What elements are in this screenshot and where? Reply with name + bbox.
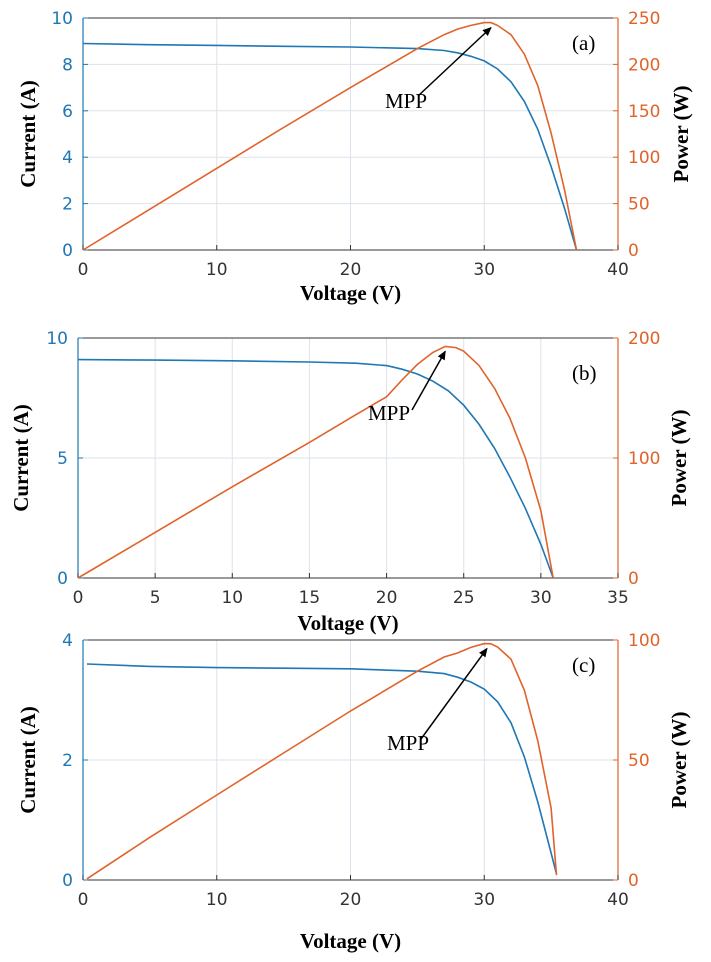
mpp-label: MPP	[385, 89, 427, 113]
y2-tick-label: 100	[628, 148, 660, 168]
x-axis-label: Voltage (V)	[300, 281, 401, 305]
y2-tick-label: 100	[628, 449, 660, 469]
y2-tick-label: 0	[628, 569, 639, 589]
mpp-arrow	[420, 647, 488, 740]
y-tick-label: 6	[62, 102, 73, 122]
current-curve	[77, 358, 554, 579]
panel-label: (b)	[572, 361, 597, 385]
y-tick-label: 0	[57, 569, 68, 589]
x-tick-label: 20	[340, 260, 362, 280]
mpp-arrow	[411, 350, 446, 411]
y2-axis-label: Power (W)	[669, 86, 693, 183]
y2-tick-label: 150	[628, 102, 660, 122]
x-tick-label: 20	[340, 890, 362, 910]
y-tick-label: 4	[62, 148, 73, 168]
y-tick-label: 10	[51, 9, 73, 29]
mpp-label: MPP	[387, 731, 429, 755]
y2-tick-label: 200	[628, 329, 660, 349]
mpp-arrow	[417, 26, 492, 97]
y2-tick-label: 250	[628, 9, 660, 29]
y2-tick-label: 200	[628, 55, 660, 75]
x-tick-label: 5	[150, 588, 161, 608]
y-axis-label: Current (A)	[9, 404, 33, 512]
panel-label: (c)	[572, 653, 595, 677]
mpp-label: MPP	[368, 401, 410, 425]
power-curve	[86, 642, 558, 880]
y-tick-label: 5	[57, 449, 68, 469]
y-axis-label: Current (A)	[16, 80, 40, 188]
y2-axis-label: Power (W)	[667, 712, 691, 809]
y-tick-label: 2	[62, 751, 73, 771]
x-tick-label: 10	[206, 890, 228, 910]
panel-0: 0 10 20 30 400246810050100150200250MPP(a)Vol…	[16, 9, 693, 305]
current-curve	[82, 42, 578, 251]
y-axis-label: Current (A)	[16, 706, 40, 814]
x-tick-label: 25	[453, 588, 475, 608]
y2-tick-label: 0	[628, 241, 639, 261]
x-tick-label: 15	[299, 588, 321, 608]
x-tick-label: 0	[78, 890, 89, 910]
y-tick-label: 2	[62, 195, 73, 215]
x-tick-label: 30	[473, 890, 495, 910]
x-tick-label: 10	[221, 588, 243, 608]
current-curve	[86, 663, 558, 875]
y2-tick-label: 0	[628, 871, 639, 891]
y2-tick-label: 50	[628, 195, 650, 215]
y-tick-label: 0	[62, 241, 73, 261]
x-tick-label: 0	[78, 260, 89, 280]
y2-tick-label: 50	[628, 751, 650, 771]
x-axis-label: Voltage (V)	[297, 611, 398, 635]
y-tick-label: 0	[62, 871, 73, 891]
x-tick-label: 30	[530, 588, 552, 608]
x-tick-label: 40	[607, 890, 629, 910]
x-tick-label: 30	[473, 260, 495, 280]
y-tick-label: 8	[62, 55, 73, 75]
y2-axis-label: Power (W)	[667, 410, 691, 507]
y-tick-label: 10	[46, 329, 68, 349]
y-tick-label: 4	[62, 631, 73, 651]
x-tick-label: 20	[376, 588, 398, 608]
power-curve	[77, 345, 554, 579]
x-axis-label: Voltage (V)	[300, 929, 401, 953]
y2-tick-label: 100	[628, 631, 660, 651]
x-tick-label: 40	[607, 260, 629, 280]
panel-label: (a)	[572, 31, 595, 55]
x-tick-label: 35	[607, 588, 629, 608]
x-tick-label: 0	[73, 588, 84, 608]
x-tick-label: 10	[206, 260, 228, 280]
power-curve	[82, 21, 578, 251]
